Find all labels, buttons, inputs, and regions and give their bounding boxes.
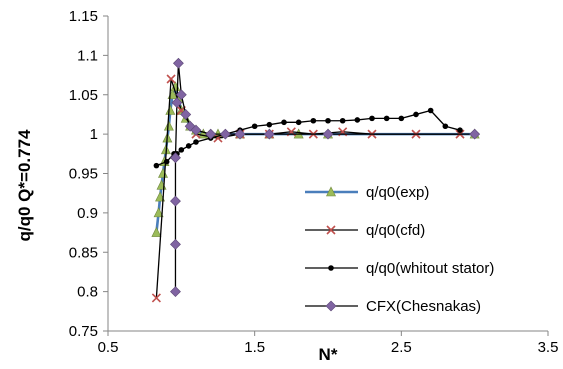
- data-point: [163, 158, 170, 165]
- data-point: [193, 139, 199, 145]
- data-point: [281, 119, 287, 126]
- data-point: [205, 128, 217, 140]
- data-point: [153, 207, 164, 218]
- data-point: [172, 57, 184, 69]
- y-tick-label: 1.15: [69, 8, 98, 25]
- legend-label: q/q0(exp): [366, 184, 429, 201]
- legend-label: q/q0(cfd): [366, 222, 425, 239]
- x-tick-label: 2.5: [391, 339, 412, 356]
- y-tick-label: 0.9: [77, 205, 98, 222]
- data-point: [170, 195, 181, 207]
- data-point: [322, 128, 334, 140]
- data-point: [165, 104, 176, 115]
- data-point: [413, 111, 419, 118]
- x-tick-label: 0.5: [98, 339, 119, 356]
- data-point: [170, 286, 181, 298]
- data-point: [295, 119, 302, 126]
- data-point: [175, 89, 187, 101]
- data-point: [158, 167, 168, 178]
- y-tick-label: 0.95: [69, 166, 98, 183]
- x-axis-title: N*: [319, 345, 338, 364]
- legend-item: q/q0(exp): [305, 184, 429, 201]
- data-point: [151, 226, 162, 237]
- legend-label: CFX(Chesnakas): [366, 298, 481, 315]
- data-point: [354, 117, 361, 123]
- y-tick-label: 0.85: [69, 244, 98, 261]
- data-point: [469, 128, 481, 140]
- data-point: [325, 117, 331, 124]
- x-tick-labels: 0.5 1.5 2.5 3.5: [98, 339, 559, 356]
- series-line: [174, 62, 475, 292]
- data-point: [190, 124, 202, 136]
- legend-item: q/q0(whitout stator): [305, 260, 494, 277]
- data-point: [263, 128, 275, 140]
- data-point: [369, 115, 375, 122]
- series-3: [170, 57, 481, 298]
- data-point: [219, 128, 231, 140]
- data-point: [170, 238, 181, 250]
- data-point: [166, 74, 176, 84]
- y-tick-label: 0.8: [77, 284, 98, 301]
- axes: [103, 15, 549, 336]
- data-point: [442, 123, 449, 130]
- legend-marker: [326, 225, 336, 235]
- data-point: [339, 117, 346, 124]
- y-axis-title: q/q0 Q*=0.774: [15, 129, 34, 242]
- y-tick-label: 1.1: [77, 47, 98, 64]
- legend: q/q0(exp) q/q0(cfd) q/q0(whitout stator) CF…: [305, 184, 494, 315]
- data-point: [151, 293, 161, 303]
- data-point: [398, 115, 405, 122]
- y-tick-label: 0.75: [69, 323, 98, 340]
- legend-marker: [328, 265, 334, 271]
- data-point: [234, 128, 246, 140]
- data-point: [153, 162, 160, 169]
- x-tick-label: 1.5: [244, 339, 265, 356]
- legend-marker: [326, 186, 336, 197]
- data-point: [383, 115, 390, 122]
- data-point: [178, 147, 185, 153]
- plot-area: [151, 57, 481, 303]
- legend-marker: [325, 300, 337, 312]
- data-point: [457, 127, 463, 133]
- legend-item: CFX(Chesnakas): [305, 298, 481, 315]
- data-point: [171, 97, 183, 109]
- y-tick-label: 1.05: [69, 87, 98, 104]
- y-tick-labels: 0.75 0.8 0.85 0.9 0.95 1 1.05 1.1 1.15: [69, 8, 98, 340]
- data-point: [185, 143, 192, 149]
- data-point: [427, 107, 434, 114]
- legend-label: q/q0(whitout stator): [366, 260, 494, 277]
- data-point: [251, 123, 258, 130]
- y-tick-label: 1: [90, 126, 98, 143]
- data-point: [266, 121, 273, 128]
- data-point: [163, 120, 174, 131]
- x-tick-label: 3.5: [538, 339, 559, 356]
- data-point: [170, 152, 181, 164]
- series-0: [151, 81, 480, 237]
- data-point: [155, 191, 166, 202]
- data-point: [310, 117, 317, 124]
- legend-item: q/q0(cfd): [305, 222, 425, 239]
- data-point: [180, 109, 192, 120]
- series-line: [155, 85, 475, 233]
